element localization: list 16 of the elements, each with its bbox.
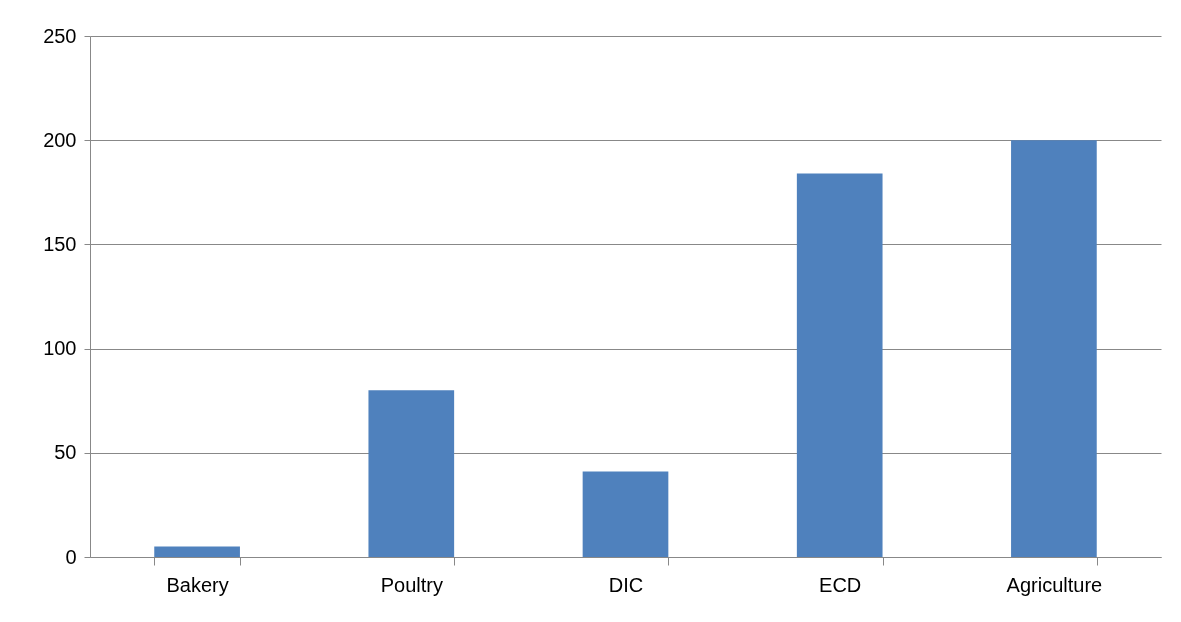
x-tick-label: DIC	[608, 573, 644, 596]
y-tick-label: 200	[43, 128, 77, 151]
y-tick-label: 0	[65, 545, 77, 568]
x-tick-label: Poultry	[380, 573, 443, 596]
bar	[582, 471, 669, 557]
bar	[1011, 140, 1097, 557]
y-tick-label: 100	[43, 337, 77, 360]
bar	[368, 390, 455, 557]
bar	[796, 173, 883, 557]
y-tick-label: 50	[54, 441, 77, 464]
x-tick-label: Bakery	[166, 573, 229, 596]
x-tick-label: ECD	[819, 573, 862, 596]
bar	[154, 546, 240, 557]
y-tick-label: 250	[43, 24, 77, 47]
y-tick-label: 150	[43, 232, 77, 255]
x-tick-label: Agriculture	[1006, 573, 1103, 596]
